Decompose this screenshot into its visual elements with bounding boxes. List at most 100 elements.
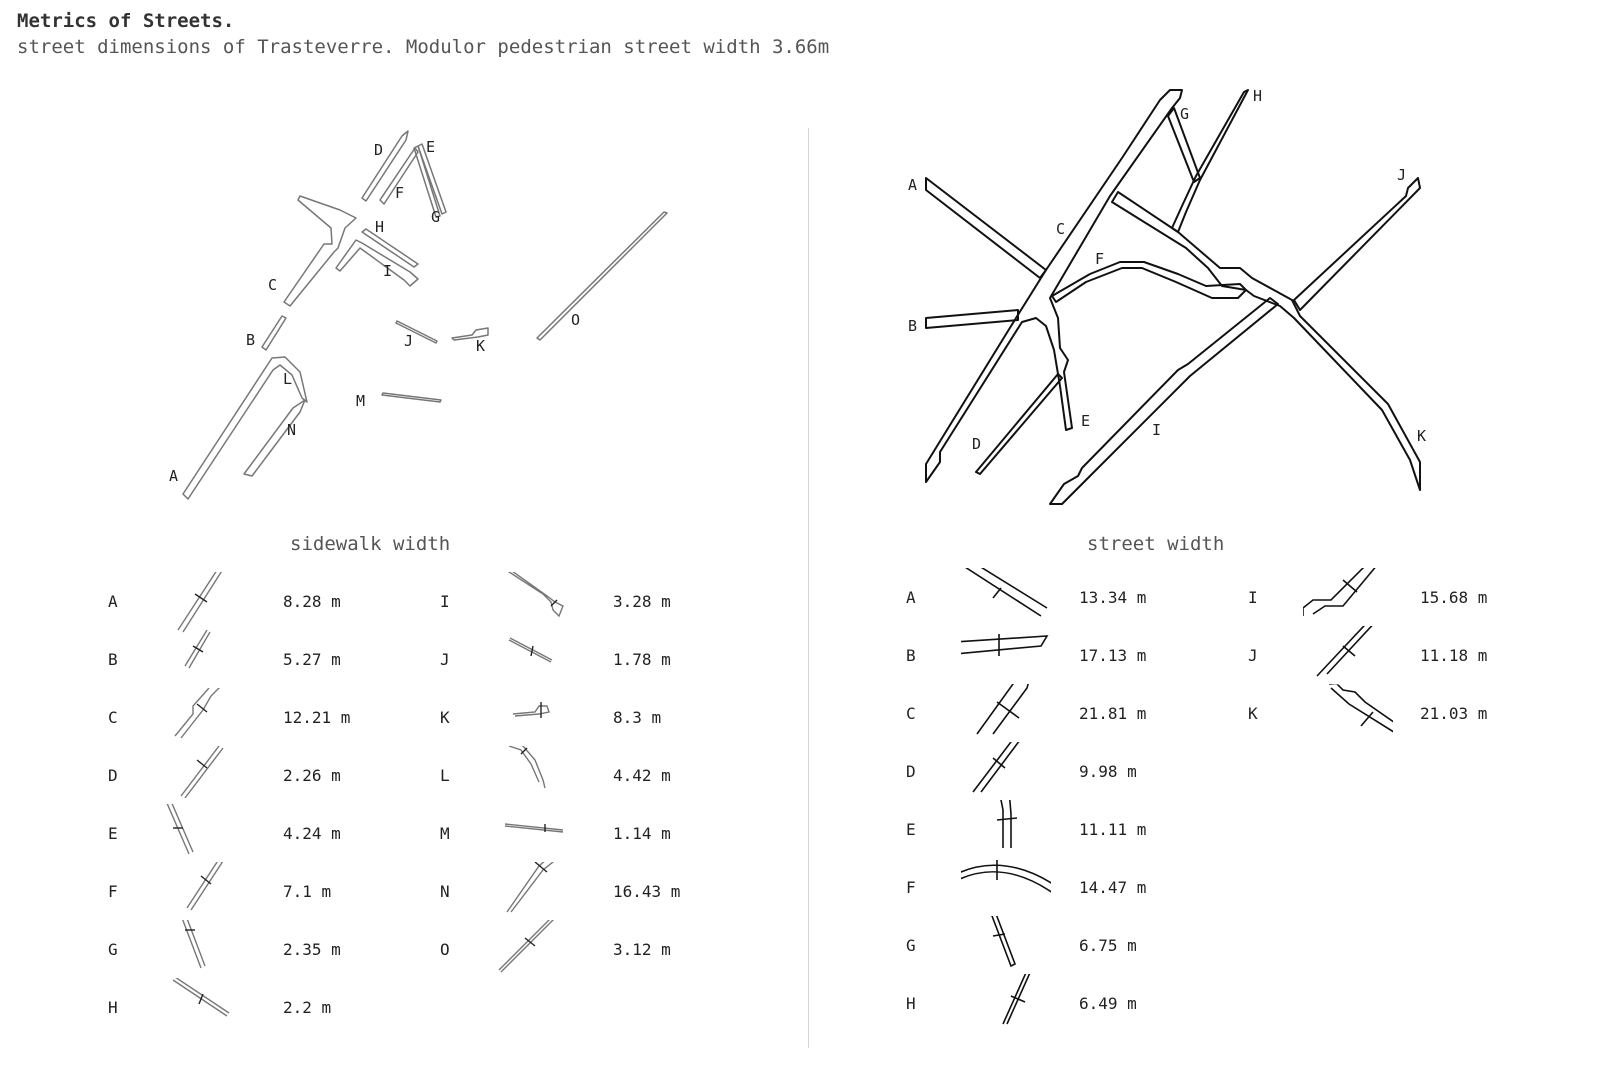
street-map-label: F xyxy=(1095,250,1104,268)
page-subtitle: street dimensions of Trasteverre. Modulo… xyxy=(17,36,830,58)
sidewalk-map-label: I xyxy=(383,262,392,280)
sidewalk-shape-i xyxy=(335,239,419,287)
street-thumb-a xyxy=(965,568,1048,617)
center-divider xyxy=(808,128,809,1048)
street-shape-a xyxy=(925,177,1047,279)
sidewalk-thumb-o xyxy=(498,920,554,973)
row-value: 6.49 m xyxy=(1079,994,1137,1013)
sidewalk-map-label: K xyxy=(476,337,485,355)
sidewalk-thumb-f xyxy=(186,862,224,911)
street-map-label: A xyxy=(908,176,917,194)
row-value: 11.18 m xyxy=(1420,646,1488,665)
sidewalk-thumb-k xyxy=(512,702,550,718)
sidewalk-thumb-i xyxy=(507,572,564,618)
row-value: 17.13 m xyxy=(1079,646,1147,665)
row-letter: D xyxy=(906,762,916,781)
sidewalk-thumb-h xyxy=(172,978,230,1017)
sidewalk-shape-n xyxy=(243,399,306,477)
sidewalk-width-heading: sidewalk width xyxy=(290,533,451,555)
sidewalk-map-label: C xyxy=(268,276,277,294)
row-value: 5.27 m xyxy=(283,650,341,669)
sidewalk-thumb-c xyxy=(174,688,220,739)
sidewalk-shape-f xyxy=(379,147,419,205)
sidewalk-shape-d xyxy=(361,130,409,202)
row-value: 8.3 m xyxy=(613,708,662,727)
street-thumb-e xyxy=(996,800,1018,848)
sidewalk-map-label: N xyxy=(287,421,296,439)
street-thumb-f xyxy=(961,860,1051,893)
row-value: 14.47 m xyxy=(1079,878,1147,897)
row-value: 21.81 m xyxy=(1079,704,1147,723)
sidewalk-map-label: D xyxy=(374,141,383,159)
row-letter: I xyxy=(1248,588,1258,607)
sidewalk-map xyxy=(182,130,668,500)
row-value: 15.68 m xyxy=(1420,588,1488,607)
row-value: 7.1 m xyxy=(283,882,332,901)
row-letter: H xyxy=(108,998,118,1017)
street-thumb-i xyxy=(1303,568,1376,616)
street-map-label: D xyxy=(972,435,981,453)
sidewalk-thumb-m xyxy=(504,823,564,833)
sidewalk-shape-e xyxy=(417,143,447,215)
sidewalk-thumb-g xyxy=(182,920,206,969)
row-value: 6.75 m xyxy=(1079,936,1137,955)
sidewalk-thumb-n xyxy=(506,862,554,913)
street-map-label: I xyxy=(1152,421,1161,439)
street-thumb-b xyxy=(961,634,1049,656)
sidewalk-thumb-j xyxy=(508,637,553,663)
sidewalk-shape-o xyxy=(536,211,668,341)
row-letter: B xyxy=(906,646,916,665)
row-letter: H xyxy=(906,994,916,1013)
street-map-label: C xyxy=(1056,220,1065,238)
sidewalk-shape-c xyxy=(283,195,357,307)
street-map-label: K xyxy=(1417,427,1426,445)
row-letter: K xyxy=(440,708,450,727)
row-letter: F xyxy=(906,878,916,897)
sidewalk-map-label: F xyxy=(395,184,404,202)
street-map-label: B xyxy=(908,317,917,335)
row-value: 1.14 m xyxy=(613,824,671,843)
street-map-label: H xyxy=(1253,87,1262,105)
row-letter: F xyxy=(108,882,118,901)
street-shape-j xyxy=(1293,177,1421,311)
street-shape-h xyxy=(1171,89,1249,233)
street-thumb-k xyxy=(1329,684,1393,733)
row-letter: E xyxy=(906,820,916,839)
street-thumb-d xyxy=(972,742,1020,793)
row-value: 1.78 m xyxy=(613,650,671,669)
sidewalk-shape-m xyxy=(381,392,442,403)
sidewalk-thumb-l xyxy=(508,746,546,789)
row-letter: N xyxy=(440,882,450,901)
row-value: 2.26 m xyxy=(283,766,341,785)
row-letter: E xyxy=(108,824,118,843)
row-letter: G xyxy=(906,936,916,955)
street-thumb-c xyxy=(976,684,1029,735)
street-shape-d xyxy=(975,373,1063,475)
sidewalk-map-label: B xyxy=(246,331,255,349)
sidewalk-map-label: A xyxy=(169,467,178,485)
row-value: 13.34 m xyxy=(1079,588,1147,607)
street-shape-c-cross xyxy=(1111,191,1421,491)
row-value: 4.24 m xyxy=(283,824,341,843)
sidewalk-map-label: O xyxy=(571,311,580,329)
street-map xyxy=(925,89,1421,505)
row-letter: L xyxy=(440,766,450,785)
row-value: 12.21 m xyxy=(283,708,351,727)
sidewalk-thumb-a xyxy=(177,572,223,633)
row-letter: C xyxy=(906,704,916,723)
row-letter: A xyxy=(108,592,118,611)
row-letter: M xyxy=(440,824,450,843)
row-letter: K xyxy=(1248,704,1258,723)
street-thumb-g xyxy=(991,916,1017,968)
sidewalk-shape-a xyxy=(182,356,308,500)
row-value: 21.03 m xyxy=(1420,704,1488,723)
row-letter: A xyxy=(906,588,916,607)
row-value: 2.2 m xyxy=(283,998,332,1017)
row-letter: J xyxy=(440,650,450,669)
row-value: 2.35 m xyxy=(283,940,341,959)
sidewalk-shape-h xyxy=(361,228,419,268)
sidewalk-shape-b xyxy=(261,315,287,351)
row-letter: B xyxy=(108,650,118,669)
street-thumb-h xyxy=(1002,974,1031,1025)
